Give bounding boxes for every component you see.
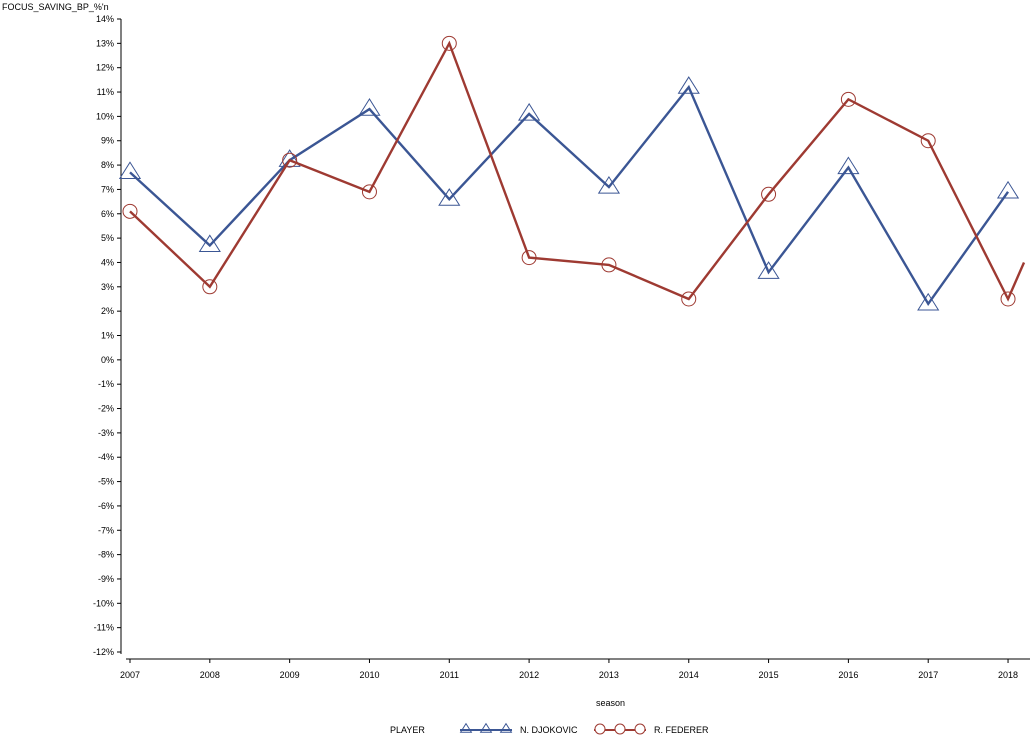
x-tick-label: 2016 — [838, 670, 858, 680]
y-tick-label: 9% — [101, 136, 114, 146]
data-point-triangle — [597, 175, 621, 194]
y-tick-label: 14% — [96, 14, 114, 24]
x-tick-label: 2012 — [519, 670, 539, 680]
legend-swatch-marker — [614, 723, 626, 735]
x-tick-label: 2009 — [280, 670, 300, 680]
y-tick-label: -10% — [93, 598, 114, 608]
series-layer — [118, 35, 1026, 311]
x-tick-label: 2011 — [440, 670, 459, 680]
y-tick-label: 5% — [101, 233, 114, 243]
legend-title: PLAYER — [390, 725, 425, 735]
y-tick-label: -9% — [98, 574, 114, 584]
y-tick-label: -3% — [98, 428, 114, 438]
data-point-circle — [1000, 291, 1016, 307]
series-line — [129, 84, 1010, 307]
series-djokovic — [118, 76, 1020, 311]
y-axis-title: FOCUS_SAVING_BP_%'n — [2, 2, 109, 12]
y-tick-label: -5% — [98, 477, 114, 487]
y-tick-label: -12% — [93, 647, 114, 657]
y-tick-label: 10% — [96, 111, 114, 121]
data-point-circle — [122, 203, 138, 219]
data-point-triangle — [677, 76, 700, 94]
y-tick-label: -11% — [94, 623, 114, 633]
legend-item-djokovic: N. DJOKOVIC — [459, 722, 578, 735]
data-point-triangle — [518, 102, 541, 121]
y-tick-label: 4% — [101, 257, 114, 267]
y-tick-label: 3% — [101, 282, 114, 292]
x-tick-label: 2010 — [359, 670, 379, 680]
x-tick-label: 2008 — [200, 670, 220, 680]
legend: PLAYER N. DJOKOVIC R. FEDERER — [390, 722, 709, 735]
data-point-triangle — [358, 98, 381, 116]
y-tick-label: -7% — [98, 525, 114, 535]
data-point-circle — [920, 133, 936, 149]
data-point-circle — [282, 152, 298, 168]
y-tick-label: 8% — [101, 160, 114, 170]
series-federer — [122, 35, 1026, 307]
legend-label: N. DJOKOVIC — [520, 725, 578, 735]
x-tick-label: 2017 — [918, 670, 938, 680]
data-point-circle — [202, 279, 218, 295]
y-tick-label: 13% — [96, 38, 114, 48]
x-tick-label: 2018 — [998, 670, 1018, 680]
legend-swatch-marker — [479, 722, 493, 733]
y-tick-label: 2% — [101, 306, 114, 316]
data-point-triangle — [996, 180, 1020, 199]
data-point-triangle — [757, 261, 780, 279]
legend-item-federer: R. FEDERER — [594, 723, 709, 735]
y-tick-label: 7% — [101, 184, 114, 194]
data-point-triangle — [438, 188, 461, 206]
x-tick-label: 2007 — [120, 670, 140, 680]
y-tick-label: 12% — [96, 63, 114, 73]
y-tick-label: -6% — [98, 501, 114, 511]
legend-swatch-marker — [459, 722, 473, 733]
data-point-circle — [441, 35, 457, 51]
x-tick-label: 2013 — [599, 670, 619, 680]
legend-swatch-marker — [499, 722, 513, 733]
y-tick-label: 0% — [101, 355, 114, 365]
y-tick-label: -4% — [98, 452, 114, 462]
data-point-circle — [361, 184, 377, 200]
y-tick-label: 1% — [101, 331, 114, 341]
legend-label: R. FEDERER — [654, 725, 709, 735]
data-point-triangle — [118, 161, 142, 180]
x-tick-label: 2014 — [679, 670, 699, 680]
series-line — [129, 40, 1026, 302]
axes — [120, 19, 1030, 660]
data-point-circle — [521, 250, 537, 266]
y-tick-label: -8% — [98, 550, 114, 560]
data-point-circle — [601, 257, 617, 273]
y-tick-label: 6% — [101, 209, 114, 219]
legend-swatch-marker — [634, 723, 646, 735]
x-tick-label: 2015 — [759, 670, 779, 680]
legend-swatch-marker — [594, 723, 606, 735]
data-point-circle — [681, 291, 697, 307]
data-point-triangle — [198, 234, 221, 253]
y-tick-label: -2% — [98, 404, 114, 414]
data-point-circle — [761, 186, 777, 202]
x-axis-title: season — [596, 698, 625, 708]
data-point-triangle — [278, 149, 301, 167]
data-point-circle — [840, 91, 856, 107]
y-tick-label: 11% — [97, 87, 114, 97]
x-axis-ticks: 2007 2008 2009 2010 2011 2012 2013 2014 2015 2016… — [120, 659, 1018, 680]
data-point-triangle — [917, 292, 940, 311]
data-point-triangle — [837, 156, 860, 175]
y-axis-ticks: -12% -11% -10% -9% -8% -7% -6% -5% -4% -3% -2% -1% 0… — [93, 14, 121, 657]
y-tick-label: -1% — [98, 379, 114, 389]
